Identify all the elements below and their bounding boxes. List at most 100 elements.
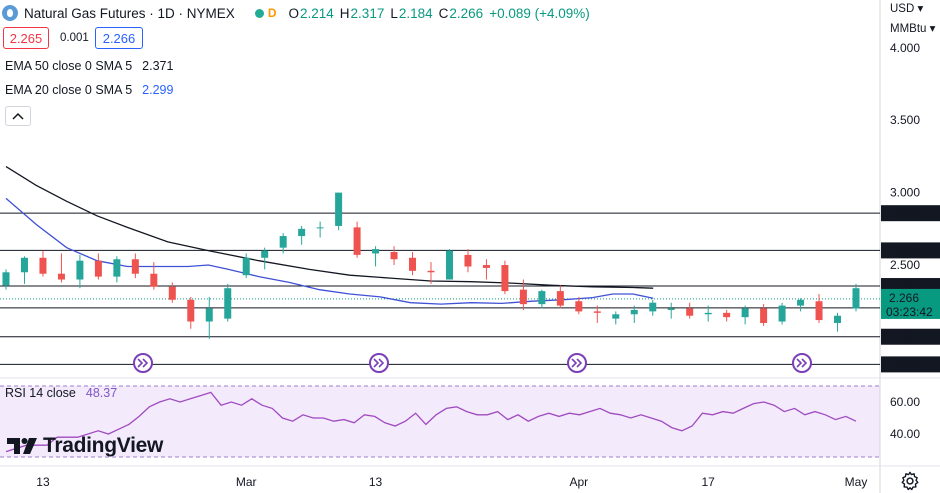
- candle[interactable]: [593, 305, 601, 323]
- candle[interactable]: [76, 254, 84, 289]
- high-label: H: [339, 5, 350, 21]
- candle[interactable]: [741, 305, 749, 325]
- time-tick-label: 17: [701, 475, 715, 489]
- candle-body: [593, 311, 601, 313]
- candle[interactable]: [57, 253, 65, 283]
- collapse-legend-button[interactable]: [5, 106, 31, 126]
- candle[interactable]: [445, 249, 453, 280]
- event-marker-icon[interactable]: [369, 353, 389, 373]
- candle[interactable]: [2, 269, 10, 290]
- candle[interactable]: [778, 302, 786, 325]
- rsi-line: [5, 391, 857, 453]
- candle[interactable]: [39, 250, 47, 277]
- candle[interactable]: [316, 221, 324, 238]
- gear-icon[interactable]: [899, 470, 921, 492]
- candle[interactable]: [686, 302, 694, 319]
- rsi-legend[interactable]: RSI 14 close 48.37: [5, 386, 117, 400]
- rsi-label: RSI 14 close: [5, 386, 76, 400]
- ema20-legend[interactable]: EMA 20 close 0 SMA 5 2.299: [5, 83, 173, 97]
- time-tick-label: 13: [36, 475, 50, 489]
- buy-button[interactable]: 2.266: [95, 27, 143, 49]
- symbol-header[interactable]: Natural Gas Futures · 1D · NYMEX D O 2.2…: [2, 3, 596, 23]
- candle-body: [427, 270, 435, 273]
- candle-body: [242, 257, 250, 276]
- candle-body: [187, 299, 195, 322]
- candle[interactable]: [649, 299, 657, 316]
- candle[interactable]: [20, 256, 28, 284]
- candle[interactable]: [815, 294, 823, 323]
- symbol-title[interactable]: Natural Gas Futures · 1D · NYMEX: [24, 5, 235, 21]
- candle[interactable]: [372, 246, 380, 267]
- candle[interactable]: [224, 283, 232, 322]
- candle[interactable]: [630, 305, 638, 323]
- candle[interactable]: [667, 302, 675, 319]
- candle-body: [39, 257, 47, 274]
- candle-body: [445, 250, 453, 280]
- candle[interactable]: [187, 296, 195, 329]
- event-marker-icon[interactable]: [133, 353, 153, 373]
- candle-body: [261, 250, 269, 258]
- candle[interactable]: [205, 296, 213, 339]
- candle-body: [741, 308, 749, 318]
- candle-body: [224, 288, 232, 319]
- candle[interactable]: [261, 247, 269, 270]
- candle[interactable]: [390, 246, 398, 266]
- candle[interactable]: [723, 309, 731, 322]
- change-value: +0.089 (+4.09%): [489, 5, 590, 21]
- event-marker-icon[interactable]: [792, 353, 812, 373]
- candle[interactable]: [242, 253, 250, 279]
- rsi-tick-label: 60.00: [890, 395, 920, 409]
- candle[interactable]: [760, 304, 768, 326]
- candle[interactable]: [353, 221, 361, 258]
- candle-body: [464, 254, 472, 267]
- sell-button[interactable]: 2.265: [3, 27, 49, 49]
- candle[interactable]: [852, 283, 860, 312]
- candle[interactable]: [279, 233, 287, 254]
- candle-body: [667, 308, 675, 310]
- candle[interactable]: [519, 279, 527, 310]
- ema20-line: [5, 197, 654, 305]
- event-marker-icon[interactable]: [567, 353, 587, 373]
- high-value: 2.317: [350, 5, 385, 21]
- level-label: 2.601: [889, 244, 919, 258]
- chevron-down-icon: ▾: [929, 23, 936, 35]
- candle[interactable]: [612, 311, 620, 325]
- candle[interactable]: [168, 282, 176, 303]
- candle[interactable]: [427, 262, 435, 284]
- candle[interactable]: [113, 256, 121, 283]
- candle[interactable]: [298, 225, 306, 245]
- candle-body: [815, 301, 823, 321]
- candle[interactable]: [704, 305, 712, 322]
- candle[interactable]: [150, 262, 158, 290]
- level-label-box: [881, 205, 940, 222]
- price-tick-label: 4.000: [890, 41, 920, 55]
- candle[interactable]: [482, 259, 490, 280]
- candle-body: [298, 228, 306, 237]
- candle[interactable]: [575, 296, 583, 315]
- candle-body: [316, 227, 324, 229]
- candle[interactable]: [464, 249, 472, 273]
- ema50-legend[interactable]: EMA 50 close 0 SMA 5 2.371: [5, 59, 173, 73]
- candle[interactable]: [538, 289, 546, 309]
- candle[interactable]: [556, 285, 564, 309]
- candle-body: [630, 309, 638, 315]
- tradingview-logo[interactable]: TradingView: [7, 434, 163, 458]
- unit-selector[interactable]: MMBtu ▾: [890, 21, 935, 35]
- currency-selector[interactable]: USD ▾: [890, 1, 923, 15]
- candle[interactable]: [409, 252, 417, 276]
- candle[interactable]: [94, 253, 102, 280]
- candle[interactable]: [797, 298, 805, 312]
- close-value: 2.266: [449, 5, 484, 21]
- price-tick-label: 2.500: [890, 258, 920, 272]
- candle-body: [372, 249, 380, 254]
- candle-body: [797, 299, 805, 306]
- candle[interactable]: [501, 260, 509, 294]
- unit-label: MMBtu: [890, 23, 927, 35]
- time-tick-label: 13: [369, 475, 383, 489]
- level-label: 1.814: [889, 358, 919, 372]
- candle[interactable]: [335, 192, 343, 231]
- time-tick-label: May: [845, 475, 868, 489]
- candle[interactable]: [131, 253, 139, 279]
- candle[interactable]: [834, 312, 842, 332]
